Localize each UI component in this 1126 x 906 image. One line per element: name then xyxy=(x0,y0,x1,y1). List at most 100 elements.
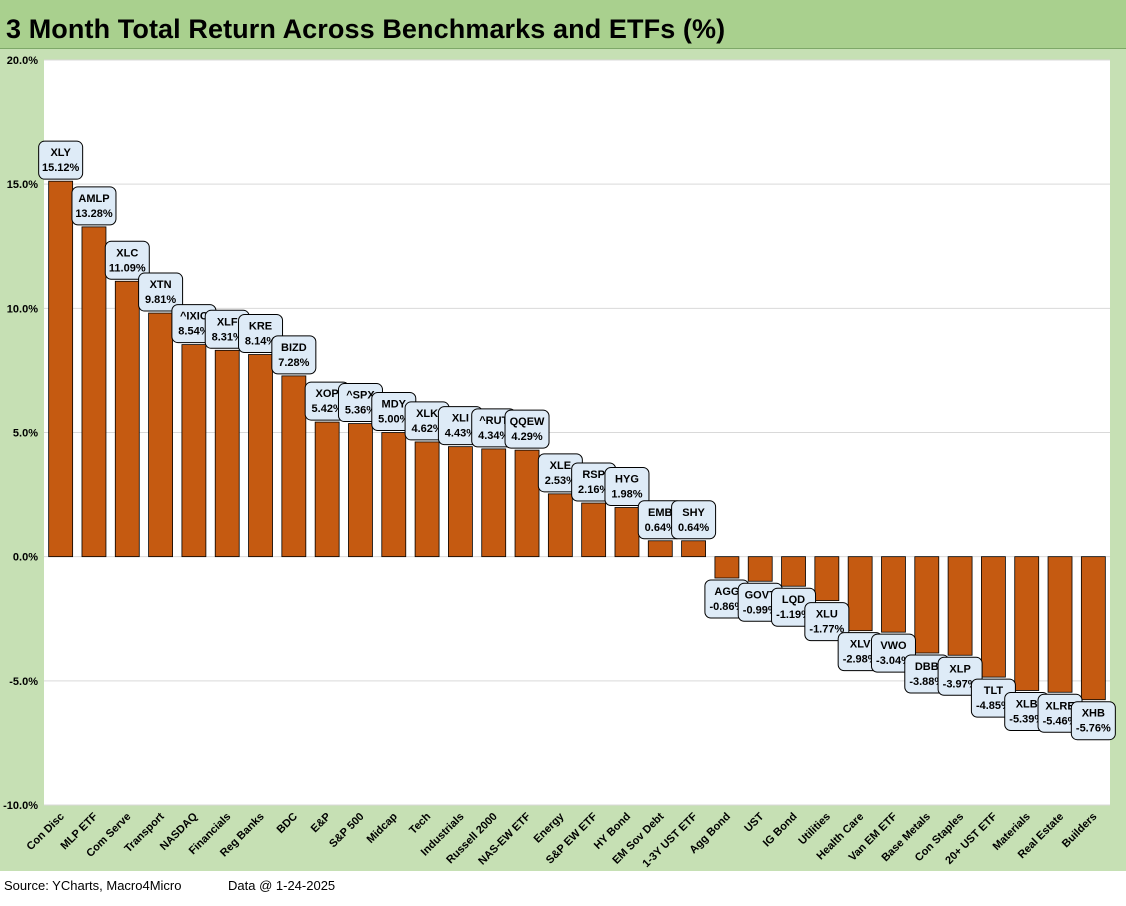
value-label: 9.81% xyxy=(145,294,176,306)
bar xyxy=(214,349,240,558)
value-label: -3.88% xyxy=(909,676,944,688)
bar xyxy=(814,556,840,602)
ticker-label: XLRE xyxy=(1045,700,1074,712)
ticker-label: XLV xyxy=(850,639,871,651)
ticker-label: EMB xyxy=(648,507,673,519)
bar xyxy=(381,432,407,558)
value-label: -5.76% xyxy=(1076,723,1111,735)
bar xyxy=(281,375,307,558)
data-label-box xyxy=(1070,701,1116,741)
bar xyxy=(681,540,706,558)
data-label: XLC 11.09% xyxy=(104,240,150,280)
data-label-box xyxy=(804,602,850,642)
value-label: -5.46% xyxy=(1043,715,1078,727)
value-label: 8.31% xyxy=(212,331,243,343)
value-label: -3.97% xyxy=(943,678,978,690)
bar xyxy=(314,421,340,558)
data-label-box xyxy=(604,466,650,506)
bar xyxy=(981,556,1006,678)
data-label: XLU -1.77% xyxy=(804,602,850,642)
bar xyxy=(747,556,773,582)
ticker-label: XLI xyxy=(452,413,469,425)
ticker-label: XTN xyxy=(150,279,172,291)
value-label: 4.62% xyxy=(411,423,442,435)
ticker-label: XLY xyxy=(50,147,71,159)
data-label: BIZD 7.28% xyxy=(271,335,317,375)
value-label: 5.42% xyxy=(312,403,343,415)
data-label: XTN 9.81% xyxy=(138,272,184,312)
value-label: -3.04% xyxy=(876,655,911,667)
data-label: SHY 0.64% xyxy=(671,500,717,540)
ticker-label: XLB xyxy=(1016,699,1038,711)
y-tick-label: 20.0% xyxy=(7,55,38,67)
bar xyxy=(181,344,207,558)
value-label: -0.99% xyxy=(743,604,778,616)
x-tick-label: Builders xyxy=(1060,811,1100,851)
ticker-label: QQEW xyxy=(510,416,545,428)
data-label-box xyxy=(504,409,550,449)
ticker-label: ^RUT xyxy=(479,415,508,427)
y-tick-label: 5.0% xyxy=(13,428,38,440)
value-label: -0.86% xyxy=(709,601,744,613)
source-note: Source: YCharts, Macro4Micro xyxy=(4,878,182,893)
ticker-label: AGG xyxy=(714,586,739,598)
ticker-label: RSP xyxy=(582,469,605,481)
chart-title: 3 Month Total Return Across Benchmarks a… xyxy=(6,14,726,44)
value-label: 4.29% xyxy=(511,431,542,443)
ticker-label: LQD xyxy=(782,594,805,606)
value-label: 5.00% xyxy=(378,414,409,426)
data-date: Data @ 1-24-2025 xyxy=(228,878,336,893)
data-label: DBB -3.88% xyxy=(904,654,950,694)
value-label: 0.64% xyxy=(678,522,709,534)
value-label: 0.64% xyxy=(645,522,676,534)
bar xyxy=(248,354,273,558)
bar xyxy=(48,180,74,558)
value-label: 13.28% xyxy=(75,208,113,220)
value-label: 4.43% xyxy=(445,428,476,440)
x-tick-label: Midcap xyxy=(365,810,400,845)
data-label-box xyxy=(104,240,150,280)
bar xyxy=(514,449,540,558)
bar xyxy=(148,312,173,558)
ticker-label: GOVT xyxy=(745,589,776,601)
ticker-label: XLF xyxy=(217,316,238,328)
ticker-label: ^IXIC xyxy=(180,311,208,323)
bar xyxy=(414,441,440,558)
ticker-label: KRE xyxy=(249,321,272,333)
bar xyxy=(914,556,940,654)
value-label: -1.77% xyxy=(809,624,844,636)
data-label-box xyxy=(271,335,317,375)
value-label: 15.12% xyxy=(42,162,80,174)
y-tick-label: -5.0% xyxy=(9,676,38,688)
x-tick-label: BDC xyxy=(275,811,300,836)
bar xyxy=(348,423,373,558)
data-label-box xyxy=(38,140,84,180)
value-label: -4.85% xyxy=(976,700,1011,712)
x-tick-label: IG Bond xyxy=(761,811,800,850)
bar xyxy=(781,556,806,587)
data-label: ^SPX 5.36% xyxy=(337,383,383,423)
bar xyxy=(947,556,973,656)
bar xyxy=(881,556,906,633)
value-label: 8.14% xyxy=(245,336,276,348)
x-tick-label: UST xyxy=(742,810,766,834)
value-label: 4.34% xyxy=(478,430,509,442)
ticker-label: XLE xyxy=(550,460,571,472)
data-label: XLY 15.12% xyxy=(38,140,84,180)
ticker-label: AMLP xyxy=(78,193,109,205)
ticker-label: TLT xyxy=(984,685,1004,697)
bar xyxy=(1014,556,1040,691)
value-label: -5.39% xyxy=(1009,714,1044,726)
x-tick-label: S&P 500 xyxy=(327,811,366,850)
bar xyxy=(547,493,573,558)
y-tick-label: 15.0% xyxy=(7,179,38,191)
ticker-label: MDY xyxy=(382,399,407,411)
bar xyxy=(714,556,740,579)
ticker-label: DBB xyxy=(915,661,939,673)
ticker-label: ^SPX xyxy=(346,390,375,402)
ticker-label: VWO xyxy=(880,640,907,652)
title-bar: 3 Month Total Return Across Benchmarks a… xyxy=(0,0,1126,49)
bar xyxy=(114,280,140,558)
bar xyxy=(1047,556,1073,693)
bar xyxy=(614,507,640,558)
